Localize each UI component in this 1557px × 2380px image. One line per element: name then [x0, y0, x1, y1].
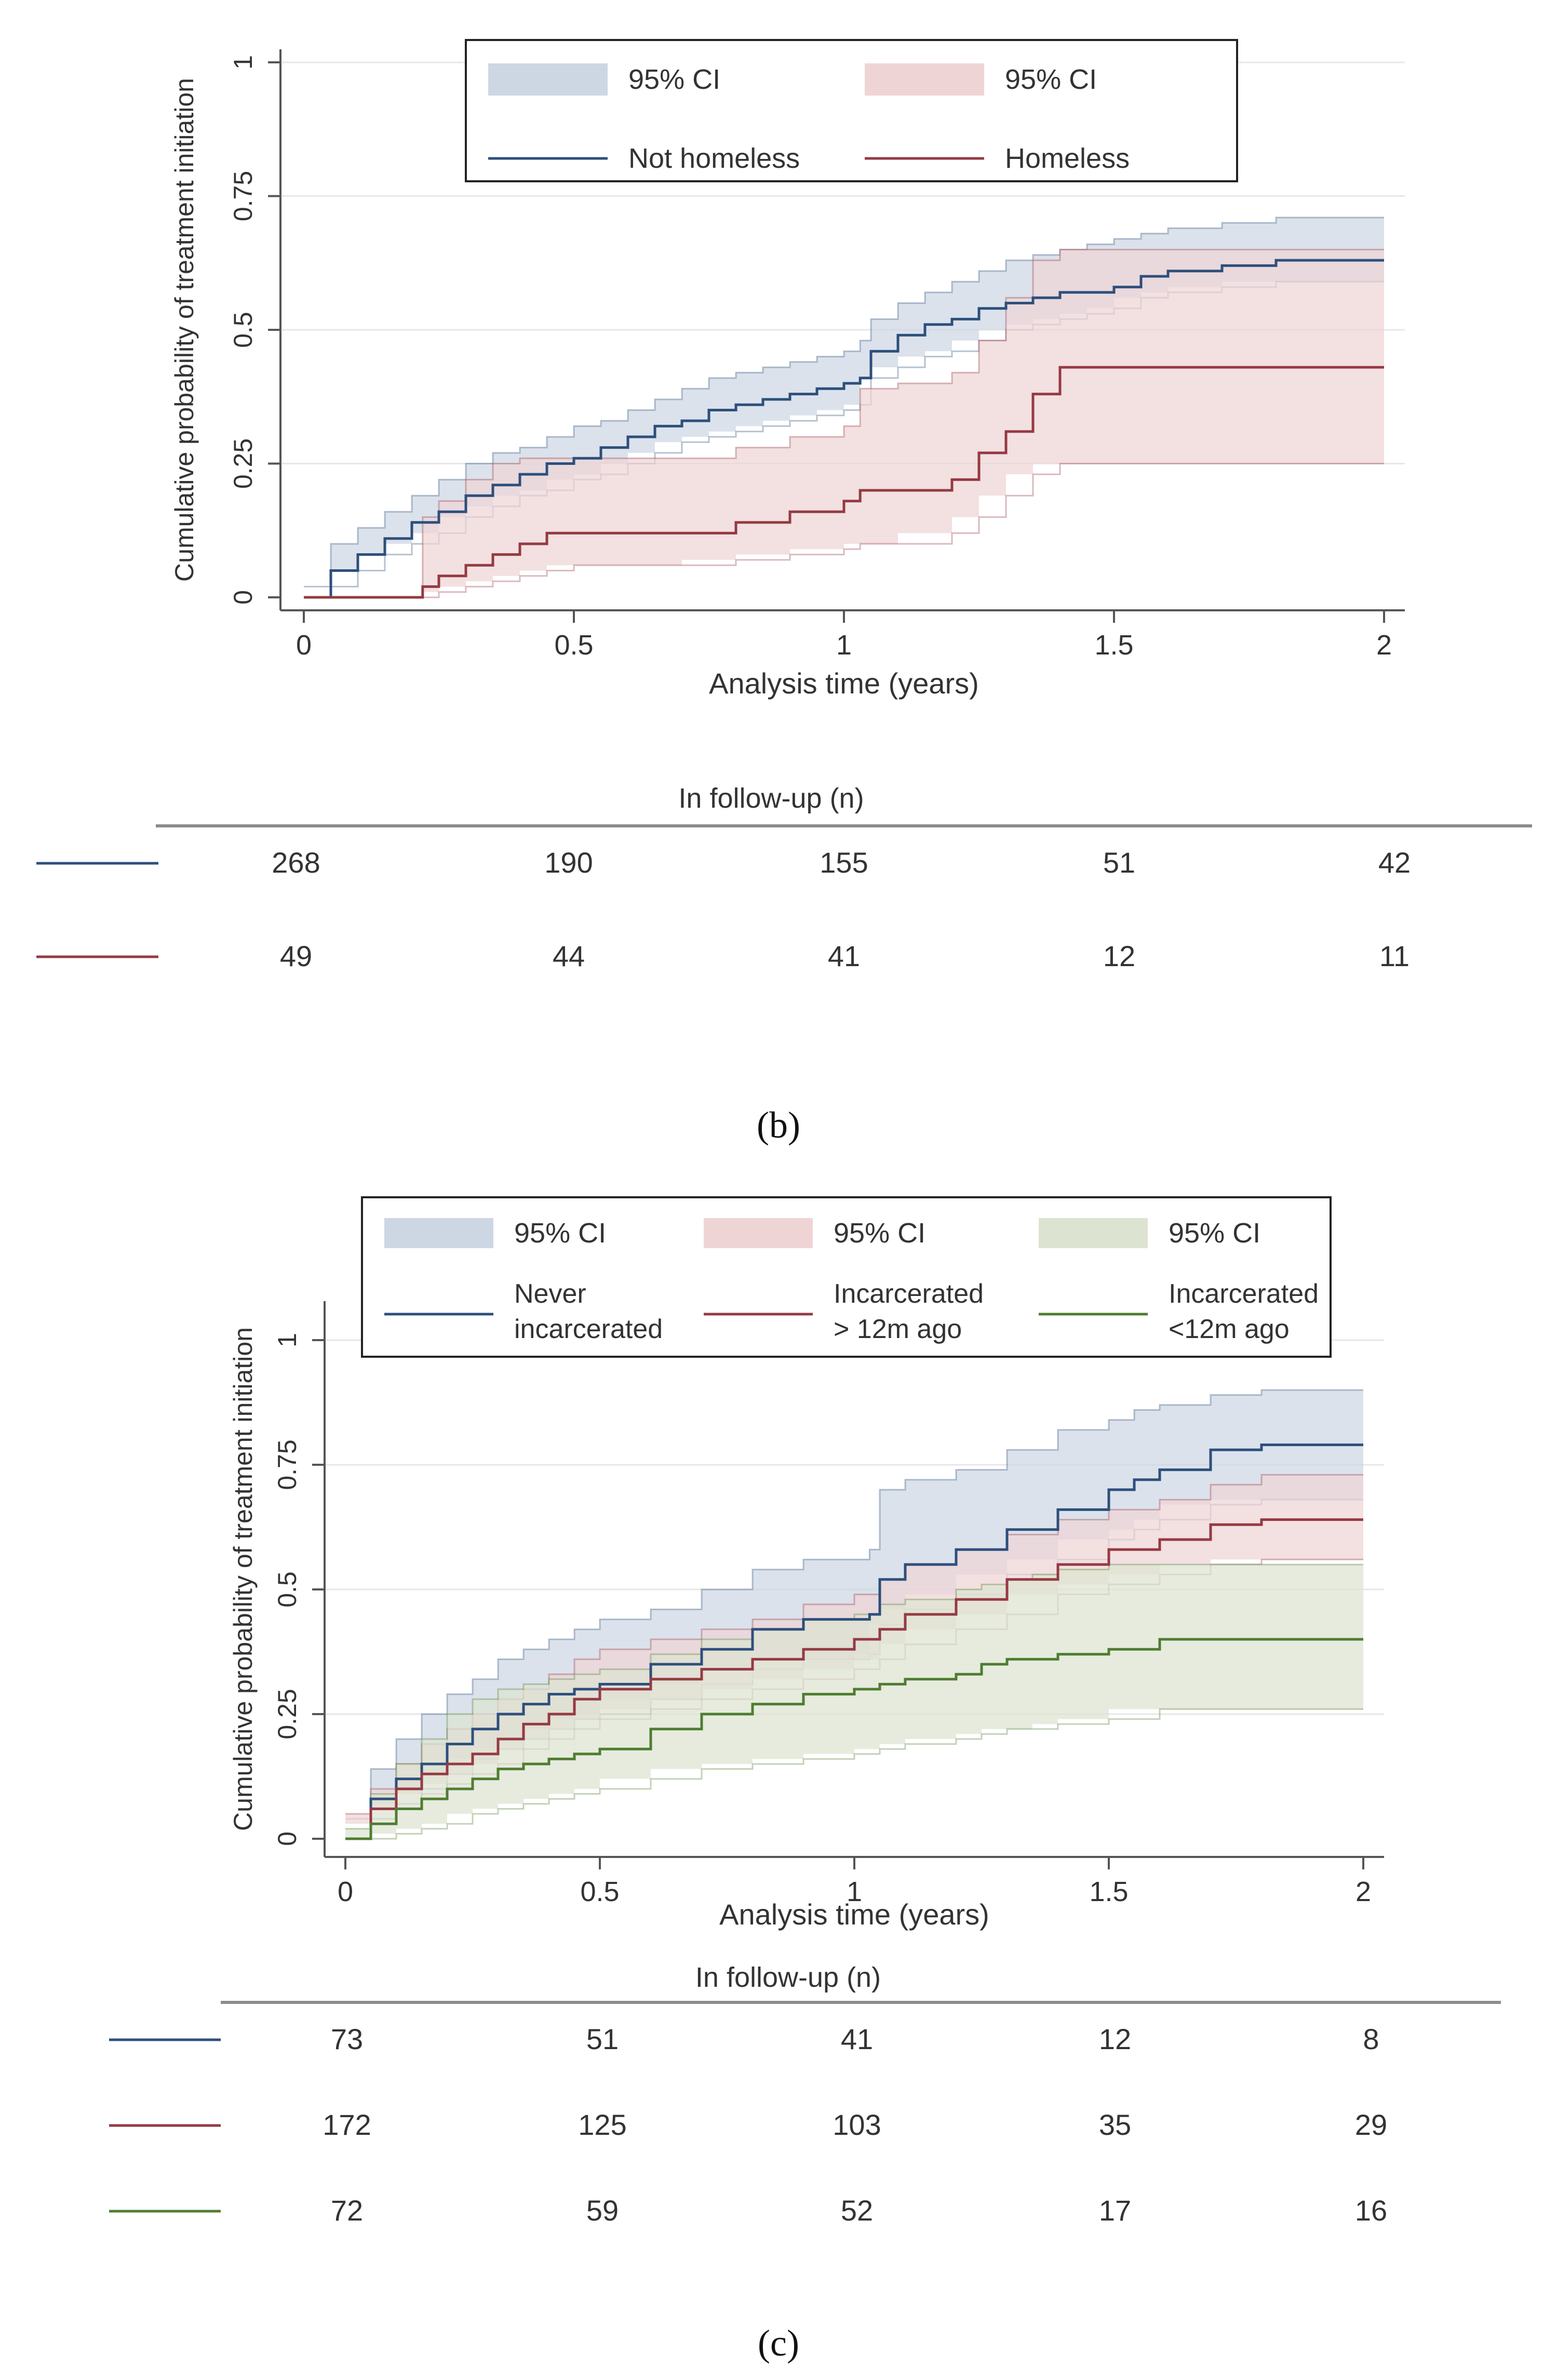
legend-ci-swatch-red [865, 63, 984, 96]
x-tick-label: 0 [338, 1876, 353, 1907]
ci-band-blue [304, 217, 1384, 597]
y-tick-label: 0.75 [229, 171, 258, 221]
followup-value: 73 [331, 2023, 363, 2055]
legend-ci-swatch-green [1039, 1218, 1148, 1248]
x-tick-label: 0 [296, 630, 312, 661]
followup-value: 8 [1363, 2023, 1379, 2055]
followup-value: 155 [820, 846, 868, 879]
x-axis-title: Analysis time (years) [719, 1898, 989, 1931]
followup-value: 11 [1379, 940, 1410, 972]
y-tick-label: 1 [273, 1333, 302, 1347]
legend-ci-swatch-blue [384, 1218, 493, 1248]
series-line-red [304, 366, 1384, 599]
legend-ci-swatch-red [704, 1218, 813, 1248]
y-tick-label: 0 [273, 1831, 302, 1846]
legend-ci-label: 95% CI [1005, 64, 1097, 95]
legend-ci-label: 95% CI [514, 1218, 606, 1249]
legend-line-label: Never [514, 1279, 586, 1309]
legend-line-label: Incarcerated [834, 1279, 984, 1309]
series-line-red [345, 1518, 1363, 1840]
x-tick-label: 1 [847, 1876, 862, 1907]
followup-value: 72 [331, 2194, 363, 2227]
ci-band-green [345, 1565, 1363, 1839]
ci-upper-blue [345, 1389, 1363, 1820]
y-tick-label: 0.5 [229, 312, 258, 348]
y-tick-label: 0.25 [273, 1689, 302, 1739]
x-tick-label: 1.5 [1089, 1876, 1128, 1907]
legend-line-label: incarcerated [514, 1314, 663, 1344]
legend-box [361, 1196, 1332, 1358]
x-tick-label: 0.5 [554, 630, 593, 661]
followup-value: 16 [1355, 2194, 1387, 2227]
x-axis-title: Analysis time (years) [709, 667, 979, 700]
chart-panel-b: 0 0.25 0.5 0.75 1 0 0.5 1 1.5 2 Analysis time (yea… [36, 39, 1532, 1146]
followup-value: 41 [841, 2023, 873, 2055]
y-tick-label: 0.5 [273, 1571, 302, 1608]
followup-value: 41 [828, 940, 860, 972]
y-axis-title: Cumulative probability of treatment init… [229, 1327, 258, 1831]
followup-value: 12 [1103, 940, 1135, 972]
followup-value: 12 [1099, 2023, 1131, 2055]
followup-value: 103 [833, 2108, 881, 2141]
legend-line-label: Homeless [1005, 143, 1130, 174]
ci-lower-red [304, 463, 1384, 598]
followup-value: 51 [1103, 846, 1135, 879]
followup-value: 49 [280, 940, 312, 972]
followup-value: 17 [1099, 2194, 1131, 2227]
series-line-green [345, 1638, 1363, 1840]
followup-title: In follow-up (n) [678, 783, 864, 814]
y-tick-label: 0 [229, 590, 258, 605]
legend-ci-swatch-blue [488, 63, 608, 96]
x-tick-label: 0.5 [580, 1876, 619, 1907]
legend-ci-label: 95% CI [834, 1218, 925, 1249]
x-tick-label: 1 [836, 630, 852, 661]
followup-value: 125 [578, 2108, 626, 2141]
x-tick-label: 2 [1355, 1876, 1371, 1907]
followup-value: 59 [586, 2194, 619, 2227]
followup-value: 29 [1355, 2108, 1387, 2141]
y-axis-title: Cumulative probability of treatment init… [170, 78, 199, 582]
x-tick-label: 2 [1376, 630, 1392, 661]
series-line-blue [304, 259, 1384, 599]
panel-label: (c) [758, 2322, 799, 2364]
legend-line-label: Not homeless [628, 143, 800, 174]
followup-title: In follow-up (n) [695, 1962, 881, 1993]
y-tick-label: 0.25 [229, 438, 258, 489]
legend-line-label: Incarcerated [1169, 1279, 1319, 1309]
chart-panel-c: 0 0.25 0.5 0.75 1 0 0.5 1 1.5 2 Analysis time (yea… [109, 1196, 1501, 2364]
ci-lower-green [345, 1708, 1363, 1840]
series-line-blue [345, 1443, 1363, 1840]
followup-value: 35 [1099, 2108, 1131, 2141]
ci-upper-red [304, 249, 1384, 598]
legend-line-label: <12m ago [1169, 1314, 1290, 1344]
followup-value: 42 [1378, 846, 1411, 879]
panel-label: (b) [757, 1104, 800, 1146]
legend-ci-label: 95% CI [1169, 1218, 1260, 1249]
ci-band-red [304, 249, 1384, 597]
legend-line-label: > 12m ago [834, 1314, 962, 1344]
followup-value: 268 [272, 846, 320, 879]
followup-value: 44 [553, 940, 585, 972]
legend-ci-label: 95% CI [628, 64, 720, 95]
y-tick-label: 0.75 [273, 1439, 302, 1490]
x-tick-label: 1.5 [1094, 630, 1133, 661]
ci-upper-blue [304, 217, 1384, 587]
followup-value: 172 [323, 2108, 371, 2141]
followup-value: 51 [586, 2023, 619, 2055]
followup-value: 190 [544, 846, 593, 879]
y-tick-label: 1 [229, 55, 258, 70]
followup-value: 52 [841, 2194, 873, 2227]
